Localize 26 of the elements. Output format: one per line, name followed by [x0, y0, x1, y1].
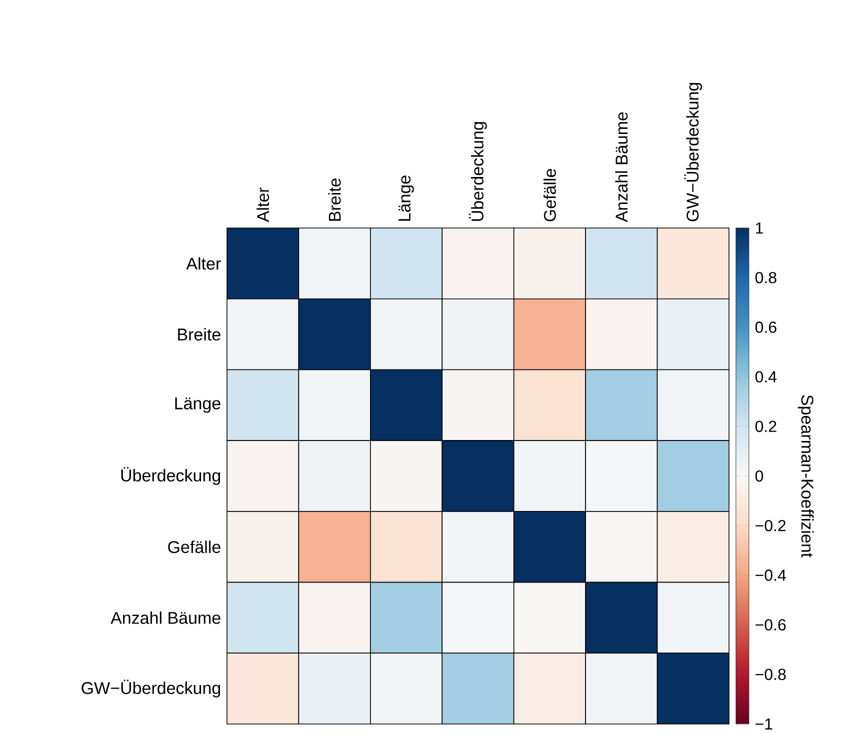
y-tick-label: Anzahl Bäume — [110, 611, 220, 624]
x-tick-label: GW−Überdeckung — [684, 82, 702, 222]
y-tick-label: Alter — [186, 257, 221, 270]
color-bar-label: −0.6 — [756, 619, 786, 630]
color-bar-label: −0.2 — [756, 520, 786, 532]
y-tick-label: Überdeckung — [121, 467, 220, 485]
color-bar-label: 0.4 — [755, 371, 777, 382]
color-bar-label: 0 — [755, 470, 764, 482]
color-bar-label: 0.6 — [755, 322, 776, 333]
x-tick-label: Alter — [256, 187, 270, 222]
x-tick-label: Überdeckung — [469, 122, 487, 221]
x-tick-label: Gefälle — [543, 169, 556, 222]
color-bar-label: 0.8 — [755, 272, 776, 284]
color-bar-title: Spearman-Koeffizient — [798, 395, 814, 558]
y-tick-label: Länge — [175, 398, 220, 413]
y-tick-label: Breite — [178, 328, 220, 341]
x-tick-label: Länge — [398, 176, 414, 221]
y-tick-label: GW−Überdeckung — [82, 680, 220, 698]
x-tick-label: Anzahl Bäume — [615, 112, 628, 222]
color-bar-label: 0.2 — [755, 420, 776, 432]
y-tick-label: Gefälle — [168, 540, 220, 554]
color-bar-label: −0.4 — [756, 570, 786, 581]
color-bar-label: 1 — [756, 222, 763, 234]
color-bar-label: −1 — [756, 718, 772, 730]
color-bar-label: −0.8 — [756, 668, 786, 680]
x-tick-label: Breite — [328, 178, 341, 221]
